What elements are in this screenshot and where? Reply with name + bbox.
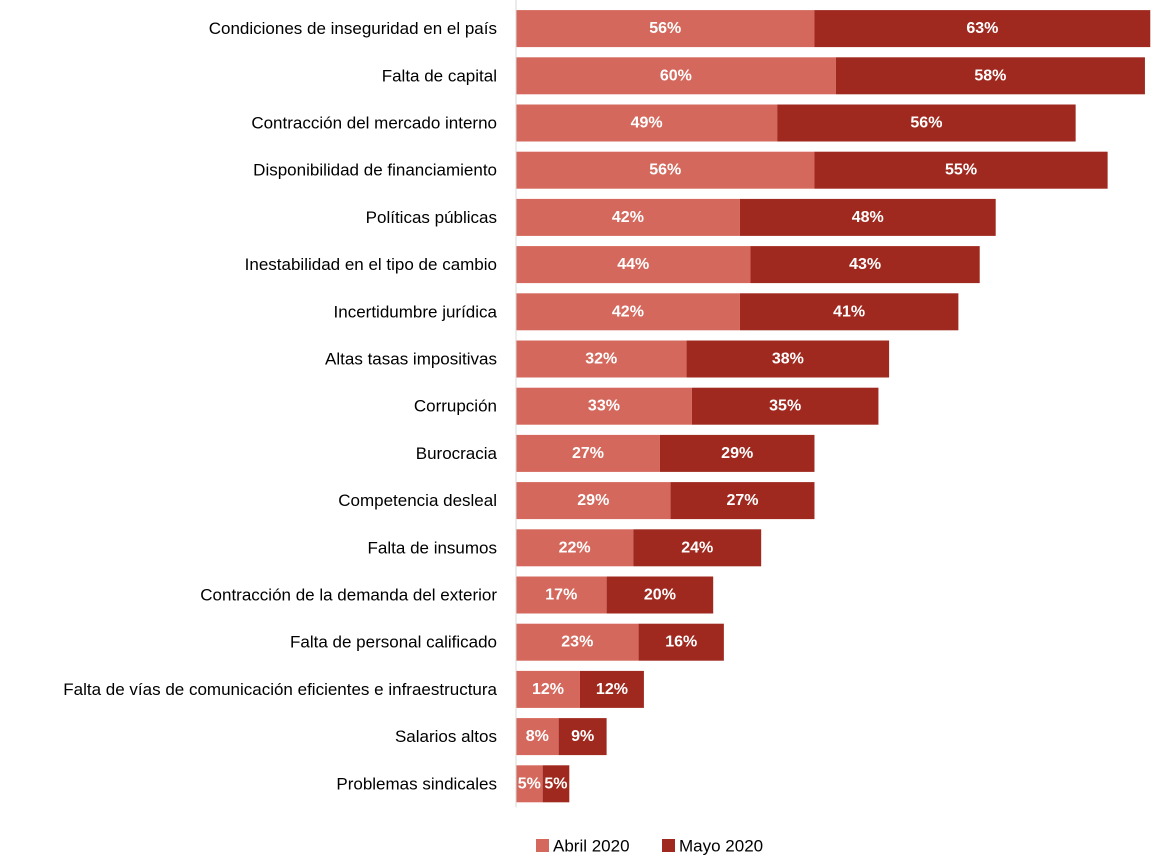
data-label: 41% bbox=[833, 303, 865, 320]
bar-abril bbox=[516, 576, 607, 614]
data-label: 29% bbox=[721, 445, 753, 462]
bar-mayo bbox=[739, 198, 996, 236]
bar-mayo bbox=[542, 765, 570, 803]
data-label: 23% bbox=[561, 634, 593, 651]
data-label: 56% bbox=[649, 20, 681, 37]
category-label: Altas tasas impositivas bbox=[325, 350, 497, 369]
data-label: 12% bbox=[596, 681, 628, 698]
data-label: 29% bbox=[577, 492, 609, 509]
bar-mayo bbox=[777, 104, 1076, 142]
data-label: 42% bbox=[612, 303, 644, 320]
data-label: 9% bbox=[571, 728, 594, 745]
bar-abril bbox=[516, 293, 740, 331]
category-label: Condiciones de inseguridad en el país bbox=[209, 19, 497, 38]
bar-abril bbox=[516, 198, 740, 236]
category-label: Inestabilidad en el tipo de cambio bbox=[245, 255, 497, 274]
data-label: 24% bbox=[681, 539, 713, 556]
bar-abril bbox=[516, 246, 751, 284]
data-label: 27% bbox=[727, 492, 759, 509]
category-labels: Condiciones de inseguridad en el país Fal… bbox=[63, 19, 497, 793]
bar-abril bbox=[516, 57, 836, 95]
data-label: 48% bbox=[852, 209, 884, 226]
data-label: 42% bbox=[612, 209, 644, 226]
category-label: Falta de insumos bbox=[368, 538, 497, 557]
data-label: 5% bbox=[544, 775, 567, 792]
data-label: 56% bbox=[910, 115, 942, 132]
data-label: 44% bbox=[617, 256, 649, 273]
bar-mayo bbox=[814, 151, 1108, 189]
bar-mayo bbox=[633, 529, 762, 567]
data-label: 17% bbox=[545, 587, 577, 604]
bars bbox=[516, 10, 1151, 803]
bar-abril bbox=[516, 718, 559, 756]
bar-mayo bbox=[739, 293, 959, 331]
bar-abril bbox=[516, 670, 580, 708]
data-label: 56% bbox=[649, 162, 681, 179]
bar-mayo bbox=[835, 57, 1145, 95]
legend-label-mayo: Mayo 2020 bbox=[679, 837, 763, 856]
data-label: 60% bbox=[660, 67, 692, 84]
category-label: Falta de vías de comunicación eficientes… bbox=[63, 680, 497, 699]
data-label: 5% bbox=[518, 775, 541, 792]
bar-abril bbox=[516, 623, 639, 661]
bar-abril bbox=[516, 387, 692, 425]
data-label: 63% bbox=[966, 20, 998, 37]
category-label: Corrupción bbox=[414, 397, 497, 416]
data-label: 35% bbox=[769, 398, 801, 415]
bar-mayo bbox=[638, 623, 724, 661]
bar-abril bbox=[516, 340, 687, 378]
data-label: 43% bbox=[849, 256, 881, 273]
bar-mayo bbox=[579, 670, 644, 708]
data-label: 20% bbox=[644, 587, 676, 604]
data-label: 27% bbox=[572, 445, 604, 462]
data-label: 16% bbox=[665, 634, 697, 651]
bar-mayo bbox=[814, 10, 1151, 48]
bar-mayo bbox=[659, 434, 815, 472]
data-label: 8% bbox=[526, 728, 549, 745]
bar-abril bbox=[516, 434, 660, 472]
category-label: Falta de personal calificado bbox=[290, 633, 497, 652]
bar-abril bbox=[516, 765, 543, 803]
category-label: Políticas públicas bbox=[366, 208, 497, 227]
data-label: 55% bbox=[945, 162, 977, 179]
category-label: Contracción de la demanda del exterior bbox=[200, 586, 497, 605]
bar-mayo bbox=[686, 340, 890, 378]
category-label: Falta de capital bbox=[382, 66, 497, 85]
data-label: 49% bbox=[631, 115, 663, 132]
bar-abril bbox=[516, 10, 815, 48]
bar-abril bbox=[516, 104, 778, 142]
category-label: Salarios altos bbox=[395, 727, 497, 746]
category-label: Incertidumbre jurídica bbox=[334, 302, 498, 321]
bar-abril bbox=[516, 529, 634, 567]
category-label: Contracción del mercado interno bbox=[251, 114, 497, 133]
data-label: 58% bbox=[974, 67, 1006, 84]
data-label: 33% bbox=[588, 398, 620, 415]
bar-abril bbox=[516, 151, 815, 189]
legend: Abril 2020 Mayo 2020 bbox=[536, 837, 763, 856]
data-labels: 56% 63% 60% 58% 49% 56% 56% 55% 42% 48% 44% 43% 42% 4… bbox=[518, 20, 1007, 792]
data-label: 32% bbox=[585, 351, 617, 368]
legend-swatch-mayo bbox=[662, 839, 675, 852]
category-label: Burocracia bbox=[416, 444, 498, 463]
bar-abril bbox=[516, 482, 671, 520]
legend-label-abril: Abril 2020 bbox=[553, 837, 630, 856]
bar-mayo bbox=[691, 387, 879, 425]
bar-mayo bbox=[558, 718, 607, 756]
data-label: 38% bbox=[772, 351, 804, 368]
bar-mayo bbox=[606, 576, 714, 614]
category-label: Competencia desleal bbox=[338, 491, 497, 510]
data-label: 12% bbox=[532, 681, 564, 698]
data-label: 22% bbox=[559, 539, 591, 556]
bar-mayo bbox=[670, 482, 815, 520]
category-label: Problemas sindicales bbox=[336, 774, 497, 793]
category-label: Disponibilidad de financiamiento bbox=[253, 161, 497, 180]
legend-swatch-abril bbox=[536, 839, 549, 852]
bar-mayo bbox=[750, 246, 980, 284]
